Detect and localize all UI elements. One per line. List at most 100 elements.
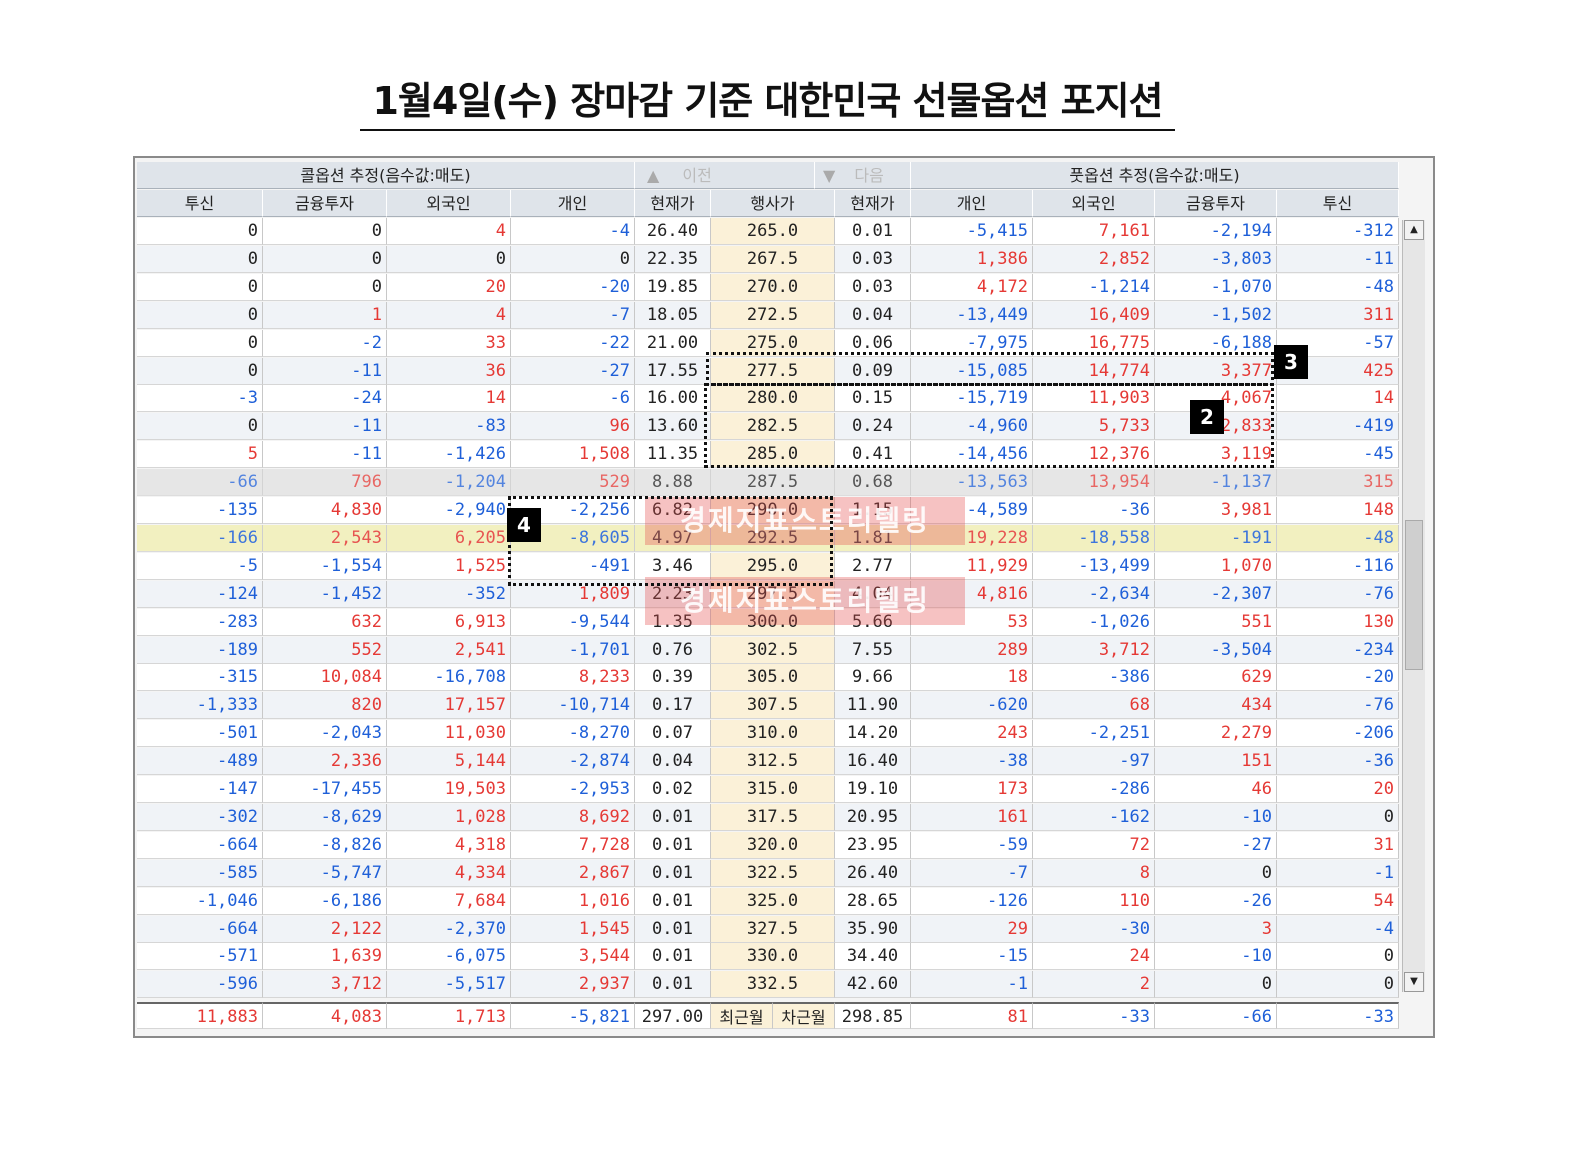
table-cell: 1.15 (835, 497, 911, 524)
table-row[interactable]: -5 -1,554 1,525 -491 3.46 295.0 2.77 11,929 -13,… (137, 552, 1399, 581)
table-row[interactable]: -585 -5,747 4,334 2,867 0.01 322.5 26.40 -7 8 0 -1 (137, 859, 1399, 888)
table-row[interactable]: -66 796 -1,204 529 8.88 287.5 0.68 -13,563 13,95… (137, 469, 1399, 497)
table-cell: 26.40 (635, 218, 711, 245)
table-cell: -2,251 (1033, 720, 1155, 748)
column-header[interactable]: 외국인 (1033, 190, 1155, 217)
table-cell: -36 (1033, 497, 1155, 524)
table-cell: 16.40 (835, 748, 911, 776)
table-cell: -8,270 (511, 720, 635, 748)
table-cell: -126 (911, 887, 1033, 915)
table-cell: -6 (511, 385, 635, 413)
strike-cell: 290.0 (711, 497, 835, 524)
table-cell: -9,544 (511, 608, 635, 636)
scroll-up-button[interactable]: ▲ (1404, 220, 1424, 240)
table-row[interactable]: 5 -11 -1,426 1,508 11.35 285.0 0.41 -14,456 12,3… (137, 441, 1399, 469)
table-cell: -30 (1033, 915, 1155, 943)
table-row[interactable]: 0 0 0 0 22.35 267.5 0.03 1,386 2,852 -3,803 -11 (137, 245, 1399, 274)
table-cell: 5.66 (835, 608, 911, 636)
table-cell: 6,913 (387, 608, 511, 636)
column-header[interactable]: 투신 (1277, 190, 1399, 217)
prev-button[interactable]: ▲ 이전 (635, 162, 815, 189)
scroll-thumb[interactable] (1405, 520, 1423, 670)
strike-cell: 307.5 (711, 692, 835, 720)
table-row[interactable]: -302 -8,629 1,028 8,692 0.01 317.5 20.95 161 -16… (137, 803, 1399, 832)
triangle-down-icon: ▼ (823, 166, 836, 185)
table-row[interactable]: 0 -11 -83 96 13.60 282.5 0.24 -4,960 5,733 2,833-… (137, 413, 1399, 441)
table-row[interactable]: 0 0 20 -20 19.85 270.0 0.03 4,172 -1,214 -1,070 -4… (137, 273, 1399, 302)
next-button[interactable]: ▼ 다음 (815, 162, 911, 189)
table-cell: 0 (137, 301, 263, 329)
total-cell: 4,083 (263, 1002, 387, 1030)
table-row[interactable]: 0 0 4 -4 26.40 265.0 0.01 -5,415 7,161 -2,194 -312 (137, 218, 1399, 246)
table-cell: -1,214 (1033, 273, 1155, 301)
table-cell: 18 (911, 664, 1033, 692)
table-row[interactable]: -124 -1,452 -352 1,809 2.23 297.5 4.04 4,816 -2,… (137, 580, 1399, 609)
table-cell: -3,504 (1155, 636, 1277, 664)
table-row[interactable]: -147 -17,455 19,503 -2,953 0.02 315.0 19.10 173… (137, 776, 1399, 804)
table-row[interactable]: -1,333 820 17,157 -10,714 0.17 307.5 11.90 -620… (137, 692, 1399, 720)
table-cell: 5,733 (1033, 413, 1155, 441)
options-position-window: 콜옵션 추정(음수값:매도) ▲ 이전 ▼ 다음 풋옵션 추정(음수값:매도) … (133, 156, 1435, 1038)
table-row[interactable]: -664 -8,826 4,318 7,728 0.01 320.0 23.95 -59 72-… (137, 831, 1399, 860)
table-row[interactable]: -315 10,084 -16,708 8,233 0.39 305.0 9.66 18 -38… (137, 664, 1399, 692)
table-cell: 0.03 (835, 245, 911, 273)
table-cell: -166 (137, 524, 263, 552)
table-cell: 0.01 (635, 971, 711, 999)
column-header[interactable]: 투신 (137, 190, 263, 217)
table-row[interactable]: -189 552 2,541 -1,701 0.76 302.5 7.55 289 3,712-… (137, 636, 1399, 665)
table-cell: 17.55 (635, 357, 711, 385)
column-header[interactable]: 금융투자 (263, 190, 387, 217)
table-cell: 0 (263, 273, 387, 301)
table-row[interactable]: -501 -2,043 11,030 -8,270 0.07 310.0 14.20 243-… (137, 720, 1399, 748)
scroll-down-button[interactable]: ▼ (1404, 972, 1424, 992)
table-cell: -189 (137, 636, 263, 664)
table-cell: 0 (137, 329, 263, 357)
table-row[interactable]: -664 2,122 -2,370 1,545 0.01 327.5 35.90 29 -30 3… (137, 915, 1399, 944)
vertical-scrollbar[interactable]: ▲ ▼ (1402, 220, 1425, 992)
table-cell: 31 (1277, 831, 1399, 859)
table-cell: 173 (911, 776, 1033, 803)
table-row[interactable]: -3 -24 14 -6 16.00 280.0 0.15 -15,719 11,903 4,06… (137, 385, 1399, 413)
table-cell: 0.07 (635, 720, 711, 748)
table-cell: 4 (387, 301, 511, 329)
table-row[interactable]: -135 4,830 -2,940 -2,256 6.82 290.0 1.15 -4,589… (137, 497, 1399, 525)
column-header[interactable]: 외국인 (387, 190, 511, 217)
table-cell: 110 (1033, 887, 1155, 915)
column-header[interactable]: 개인 (911, 190, 1033, 217)
table-cell: -3,803 (1155, 245, 1277, 273)
table-row[interactable]: -571 1,639 -6,075 3,544 0.01 330.0 34.40 -15 24-… (137, 943, 1399, 971)
column-header[interactable]: 행사가 (711, 190, 835, 217)
annotation-label-2: 2 (1190, 400, 1224, 434)
table-cell: 14 (387, 385, 511, 413)
table-row[interactable]: -489 2,336 5,144 -2,874 0.04 312.5 16.40 -38 -97… (137, 748, 1399, 776)
table-row[interactable]: 0 -2 33 -22 21.00 275.0 0.06 -7,975 16,775 -6,188… (137, 329, 1399, 358)
column-header[interactable]: 금융투자 (1155, 190, 1277, 217)
table-cell: 2.77 (835, 552, 911, 580)
table-row[interactable]: -596 3,712 -5,517 2,937 0.01 332.5 42.60 -1 2 0 0 (137, 971, 1399, 999)
table-row[interactable]: -166 2,543 6,205 -8,605 4.97 292.5 1.81 19,228-… (137, 524, 1399, 553)
table-cell: -620 (911, 692, 1033, 720)
table-row[interactable]: -283 632 6,913 -9,544 1.35 300.0 5.66 53 -1,026 5… (137, 608, 1399, 637)
column-header[interactable]: 개인 (511, 190, 635, 217)
strike-cell: 272.5 (711, 301, 835, 329)
annotation-label-4: 4 (507, 508, 541, 542)
table-cell: 2,543 (263, 524, 387, 552)
table-cell: 24 (1033, 943, 1155, 971)
table-row[interactable]: 0 1 4 -7 18.05 272.5 0.04 -13,449 16,409 -1,502 31… (137, 301, 1399, 330)
table-cell: 0 (137, 245, 263, 273)
table-cell: -18,558 (1033, 524, 1155, 552)
table-row[interactable]: -1,046 -6,186 7,684 1,016 0.01 325.0 28.65 -126… (137, 887, 1399, 916)
nearest-month-label[interactable]: 최근월 (711, 1002, 773, 1030)
table-cell: 8,692 (511, 803, 635, 831)
table-cell: -283 (137, 608, 263, 636)
table-cell: 10,084 (263, 664, 387, 692)
table-cell: 12,376 (1033, 441, 1155, 469)
table-cell: 8 (1033, 859, 1155, 887)
table-cell: -191 (1155, 524, 1277, 552)
table-cell: -1,554 (263, 552, 387, 580)
table-cell: 820 (263, 692, 387, 720)
next-month-label[interactable]: 차근월 (773, 1002, 835, 1030)
table-cell: 0 (1155, 859, 1277, 887)
column-header[interactable]: 현재가 (635, 190, 711, 217)
column-header[interactable]: 현재가 (835, 190, 911, 217)
